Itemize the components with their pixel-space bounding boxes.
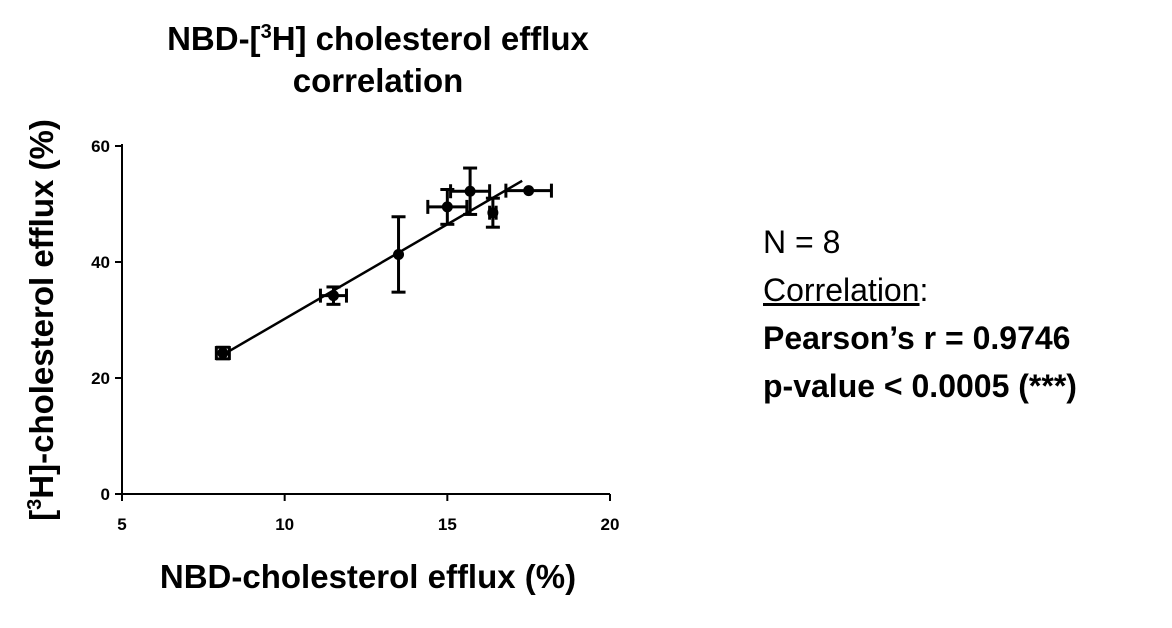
correlation-label: Correlation	[763, 272, 920, 308]
correlation-heading: Correlation:	[763, 266, 1077, 314]
data-point	[318, 285, 348, 306]
point-marker	[393, 248, 405, 260]
x-tick-label: 20	[601, 515, 620, 534]
data-point	[504, 183, 553, 198]
data-point	[426, 188, 469, 226]
data-point	[449, 166, 492, 216]
chart-title: NBD-[3H] cholesterol efflux correlation	[100, 18, 656, 102]
data-points	[214, 166, 553, 361]
sample-size: N = 8	[763, 224, 841, 260]
p-value: p-value < 0.0005 (***)	[763, 368, 1077, 404]
point-marker	[523, 185, 535, 197]
pearson-r: Pearson’s r = 0.9746	[763, 320, 1071, 356]
title-prefix: NBD-[	[167, 20, 261, 57]
x-tick-label: 5	[117, 515, 126, 534]
chart-title-line2: correlation	[292, 62, 464, 99]
title-superscript: 3	[260, 21, 272, 43]
point-marker	[441, 201, 453, 213]
fit-line	[222, 179, 523, 356]
y-tick-label: 60	[91, 137, 110, 156]
data-point	[485, 196, 500, 229]
point-marker	[327, 290, 339, 302]
data-point	[214, 345, 231, 361]
data-point	[391, 215, 406, 294]
x-tick-label: 10	[275, 515, 294, 534]
point-marker	[217, 347, 229, 359]
statistics-panel: N = 8 Correlation: Pearson’s r = 0.9746 …	[763, 218, 1077, 410]
title-suffix: H] cholesterol efflux	[271, 20, 589, 57]
correlation-colon: :	[919, 272, 929, 308]
point-marker	[487, 207, 499, 219]
point-marker	[464, 185, 476, 197]
chart-title-line1: NBD-[3H] cholesterol efflux	[100, 18, 656, 60]
y-tick-label: 0	[101, 485, 110, 504]
y-tick-label: 20	[91, 369, 110, 388]
axes: 5 10 15 20 0 20 40 60	[91, 137, 619, 534]
fit-line-group	[222, 179, 523, 356]
x-tick-label: 15	[438, 515, 457, 534]
x-axis-label: NBD-cholesterol efflux (%)	[159, 558, 577, 595]
y-tick-label: 40	[91, 253, 110, 272]
